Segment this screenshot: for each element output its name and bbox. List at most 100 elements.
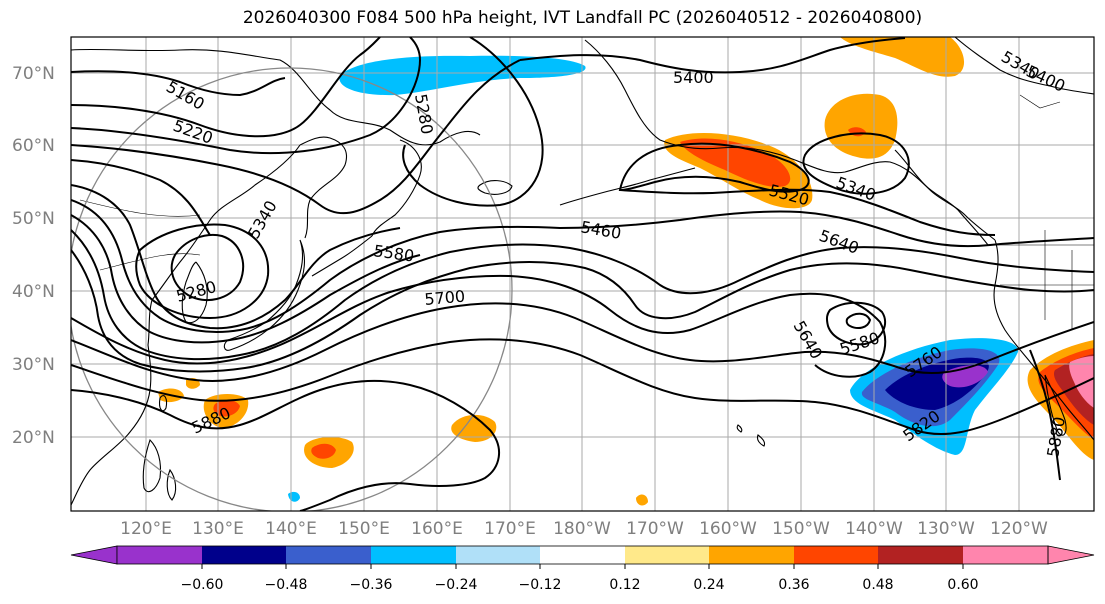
lon-label: 120°E	[120, 519, 172, 539]
coast-aleutians	[559, 167, 696, 206]
coast-okhotsk	[299, 136, 348, 239]
colorbar-tick-label: 0.12	[609, 577, 640, 593]
colorbar-tick-label: 0.24	[693, 577, 724, 593]
coast-arctic-canada	[954, 37, 1094, 95]
lon-label: 170°W	[626, 519, 684, 539]
colorbar-tick-label: 0.48	[862, 577, 893, 593]
colorbar-frame	[116, 545, 1049, 565]
contour-5280-a	[71, 37, 422, 155]
colorbar-segment	[286, 546, 371, 564]
borders	[79, 94, 1094, 330]
contour-5400-a	[71, 159, 211, 236]
lon-label: 160°W	[699, 519, 757, 539]
positive-ivt-gulf	[824, 93, 898, 159]
colorbar-segment	[625, 546, 709, 564]
positive-ivt-blob-1-core	[213, 400, 240, 417]
height-contours	[71, 37, 1094, 511]
coast-baja	[1044, 374, 1067, 436]
coast-philippines	[142, 438, 177, 501]
lon-label: 170°E	[484, 519, 536, 539]
contour-5760	[71, 302, 1094, 382]
contour-5340-a	[71, 59, 521, 215]
lon-label: 130°E	[192, 519, 244, 539]
map-title: 2026040300 F084 500 hPa height, IVT Land…	[242, 8, 923, 28]
colorbar-tick-label: −0.36	[350, 577, 393, 593]
positive-ivt-blob-6	[636, 494, 648, 506]
contour-5400-c	[402, 37, 544, 207]
contour-5460	[71, 199, 1094, 333]
lat-label: 50°N	[12, 209, 55, 229]
lat-label: 30°N	[12, 355, 55, 375]
colorbar-tick-label: −0.48	[265, 577, 308, 593]
contour-low-kamchatka	[170, 234, 245, 302]
contour-5820	[71, 338, 1094, 436]
lon-label: 140°W	[845, 519, 903, 539]
contour-5340-c	[802, 132, 910, 195]
contour-5520-loop	[618, 142, 810, 193]
contour-5220-a	[71, 37, 381, 138]
contour-5700	[71, 274, 887, 378]
contour-label: 5700	[424, 287, 466, 309]
colorbar-tick-label: 0.60	[947, 577, 978, 593]
positive-ivt-north	[840, 37, 965, 77]
lat-label: 60°N	[12, 136, 55, 156]
colorbar-segment	[456, 546, 540, 564]
coast-lake	[477, 180, 513, 195]
contour-5340-b	[71, 184, 401, 330]
longitude-labels: 120°E 130°E 140°E 150°E 160°E 170°E 180°…	[120, 519, 1048, 539]
coast-asia	[71, 48, 481, 506]
colorbar-tick-label: −0.12	[519, 577, 562, 593]
contour-5280-b	[135, 223, 270, 320]
contour-5880	[71, 379, 500, 511]
lon-label: 130°W	[917, 519, 975, 539]
lat-label: 40°N	[12, 282, 55, 302]
lon-label: 150°W	[772, 519, 830, 539]
contour-5160-a	[71, 70, 286, 97]
colorbar-tick-label: 0.36	[778, 577, 809, 593]
range-circle	[71, 67, 513, 511]
lon-label: 150°E	[338, 519, 390, 539]
colorbar-segment	[540, 546, 625, 564]
lon-label: 160°E	[411, 519, 463, 539]
lon-label: 140°E	[265, 519, 317, 539]
latitude-labels: 70°N 60°N 50°N 40°N 30°N 20°N	[12, 64, 55, 448]
colorbar-extend-low	[70, 545, 118, 565]
colorbar-tick-label: −0.24	[435, 577, 478, 593]
coast-kurils	[311, 235, 373, 277]
map-frame	[70, 36, 1095, 512]
contour-label: 5400	[673, 68, 714, 87]
contour-5580	[71, 229, 1094, 361]
coast-hawaii	[736, 424, 766, 447]
coastlines	[71, 37, 1094, 506]
lon-label: 120°W	[990, 519, 1048, 539]
colorbar-tick-label: −0.60	[181, 577, 224, 593]
positive-ivt-blob-2-core	[311, 443, 336, 459]
positive-ivt-aleutian-core	[680, 138, 791, 187]
contour-5880-east	[1029, 349, 1061, 481]
colorbar-segment	[963, 546, 1048, 564]
colorbar-extend-high	[1047, 545, 1095, 565]
colorbar-segment	[202, 546, 286, 564]
positive-ivt-blob-3	[451, 414, 497, 442]
contour-5580-loop	[825, 301, 887, 346]
coast-alaska	[584, 39, 996, 241]
lat-label: 20°N	[12, 428, 55, 448]
coast-kamchatka	[371, 139, 422, 237]
positive-ivt-california-peak	[1069, 356, 1094, 408]
coast-na-west	[993, 239, 1094, 441]
contour-5520	[71, 188, 996, 344]
colorbar-segment	[794, 546, 878, 564]
colorbar-segment	[117, 546, 202, 564]
colorbar-segment	[371, 546, 456, 564]
colorbar-segment	[878, 546, 963, 564]
lat-label: 70°N	[12, 64, 55, 84]
colorbar-segment	[709, 546, 794, 564]
contour-5580-inner	[845, 312, 872, 329]
coast-bc	[894, 149, 989, 246]
contour-5640	[71, 249, 1094, 373]
lon-label: 180°W	[553, 519, 611, 539]
negative-ivt-arctic	[339, 55, 586, 96]
coast-taiwan	[159, 395, 168, 412]
contour-5400-b	[519, 37, 906, 74]
